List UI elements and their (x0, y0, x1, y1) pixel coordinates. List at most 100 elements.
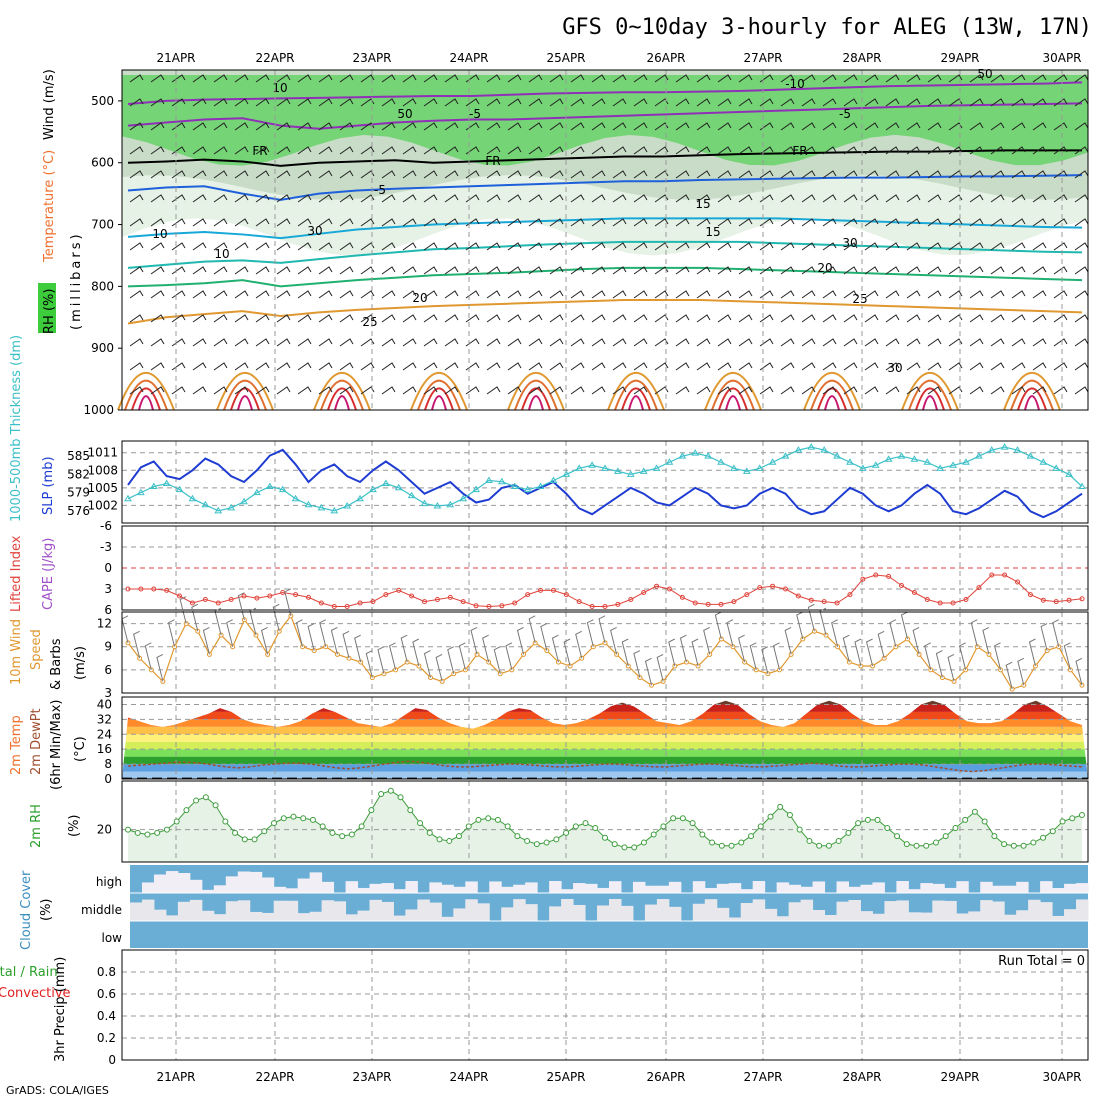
cloud-middle (1076, 899, 1089, 921)
thickness-point (227, 503, 236, 511)
wind-barb (633, 74, 648, 83)
wind-barb (318, 74, 333, 83)
wind-barb (507, 386, 522, 395)
wind-barb (633, 146, 648, 155)
wind-barb (1053, 218, 1068, 227)
wind-barb (507, 242, 522, 251)
contour-label: 15 (695, 197, 710, 211)
wind-barb (864, 74, 879, 83)
wind-barb (276, 194, 291, 203)
wind-barb (822, 338, 837, 347)
wind-barb (381, 242, 396, 251)
rh2m-point (280, 815, 287, 822)
cloud-middle (704, 899, 718, 921)
wind-barb (969, 362, 984, 371)
rh2m-point (514, 833, 521, 840)
wind-barb (444, 362, 459, 371)
wind-barb (570, 146, 585, 155)
wind-barb (144, 642, 152, 670)
cloud-high (896, 881, 909, 893)
rh2m-point (212, 802, 219, 809)
wind-barb (339, 218, 354, 227)
wind-barb (1011, 314, 1026, 323)
cloud-middle (980, 900, 993, 921)
wind-barb (171, 98, 186, 107)
wind-barb (1074, 98, 1089, 107)
wind-barb (612, 338, 627, 347)
wind-barb (1011, 146, 1026, 155)
cloud-ylabels: Cloud Cover (%) (19, 870, 54, 950)
cloud-middle (165, 915, 179, 921)
cloud-high (393, 889, 406, 893)
wind-barb (780, 194, 795, 203)
wind-barb (927, 242, 942, 251)
cloud-high (1052, 887, 1065, 893)
wind-barb (342, 630, 350, 659)
cloud-high (788, 884, 802, 893)
wind-barb (423, 242, 438, 251)
lifted-index-point (924, 597, 930, 602)
warm-contour (237, 395, 253, 411)
lifted-index-point (254, 595, 260, 601)
wind-barb (507, 362, 522, 371)
wind10m-panel: 12 9 6 3 (97, 588, 1089, 700)
thickness-point (188, 494, 197, 502)
wind-barb (318, 242, 333, 251)
wind-barb (171, 386, 186, 395)
wind-barb (675, 362, 690, 371)
wind-barb (272, 603, 280, 632)
rh2m-point (348, 831, 355, 838)
wind-barb (696, 242, 711, 251)
contour-label: 15 (705, 225, 720, 239)
wind-barb (318, 194, 333, 203)
date-label-top: 21APR (156, 51, 195, 65)
wind-barb (947, 653, 955, 682)
wind-barb (192, 194, 207, 203)
contour-label: 30 (887, 361, 902, 375)
wind-barb (843, 338, 858, 347)
lifted-index-point (241, 593, 247, 599)
rh2m-point (777, 803, 784, 810)
wind-barb (276, 362, 291, 371)
wind-barb (801, 242, 816, 251)
wind-barb (780, 266, 795, 275)
wind-barb (927, 362, 942, 371)
cloud-middle (776, 916, 790, 921)
cloud-middle (884, 901, 897, 921)
cloud-middle (153, 909, 167, 921)
wind-barb (759, 314, 774, 323)
wind-barb (339, 314, 354, 323)
thickness-point (1013, 446, 1022, 453)
isotherm-10 (127, 217, 1083, 240)
wind-barb (644, 657, 653, 686)
panel-frame (121, 440, 1089, 524)
wind-barb (234, 314, 249, 323)
wind-barb (714, 611, 722, 640)
wind-barb (959, 642, 967, 670)
wind-barb (1011, 362, 1026, 371)
wind-barb (255, 386, 270, 395)
wind-barb (864, 170, 879, 179)
celsius-label: (°C) (73, 736, 88, 762)
wind-barb (759, 242, 774, 251)
wind-barb (284, 588, 292, 616)
wind-barb (402, 314, 417, 323)
wind-barb (318, 386, 333, 395)
precip-panel: 0.8 0.6 0.4 0.2 0 (97, 949, 1089, 1067)
cloud-unit-label: (%) (39, 899, 54, 922)
rh2m-point (894, 833, 901, 840)
wind-barb (318, 314, 333, 323)
lifted-index-point (473, 603, 479, 609)
cloud-high (656, 885, 670, 893)
wind-barb (234, 218, 249, 227)
cloud-high (800, 886, 814, 893)
wind-barb (1005, 661, 1013, 690)
lifted-index-point (396, 587, 402, 593)
wind-barb (784, 626, 792, 655)
wind-barb (924, 642, 932, 670)
wind-barb (171, 338, 186, 347)
thickness-point (962, 458, 970, 465)
wind-barb (570, 194, 585, 203)
warm-contour (334, 395, 350, 411)
wind-barb (885, 290, 900, 299)
